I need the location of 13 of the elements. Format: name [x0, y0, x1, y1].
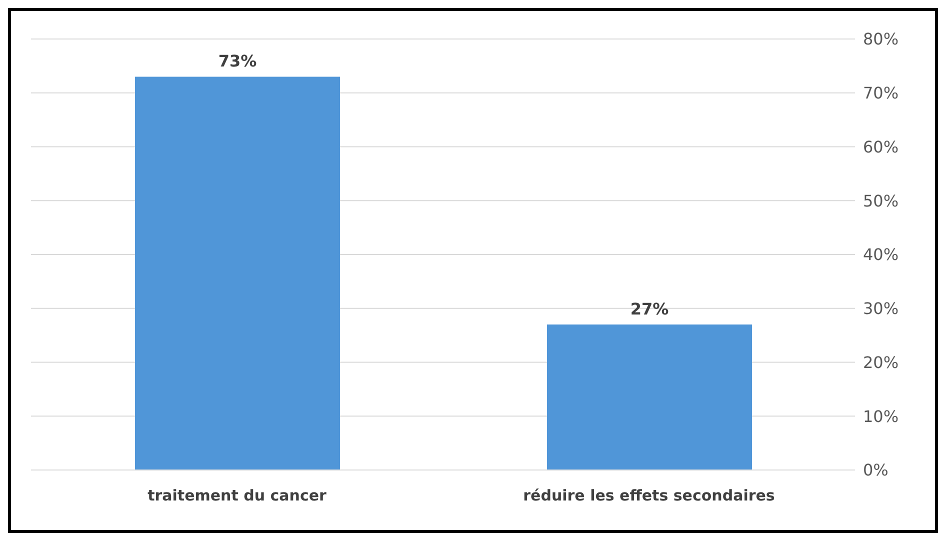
x-tick-label: réduire les effets secondaires	[523, 486, 775, 505]
y-tick-label: 30%	[863, 299, 899, 318]
data-label: 73%	[218, 52, 257, 71]
y-tick-label: 10%	[863, 406, 899, 426]
y-tick-label: 70%	[863, 84, 899, 103]
y-tick-label: 80%	[863, 30, 899, 49]
x-tick-label: traitement du cancer	[148, 486, 328, 505]
y-tick-label: 40%	[863, 245, 899, 264]
data-label: 27%	[630, 300, 669, 319]
y-tick-label: 20%	[863, 352, 899, 372]
y-tick-label: 50%	[863, 191, 899, 210]
y-tick-label: 60%	[863, 137, 899, 156]
y-tick-label: 0%	[863, 460, 888, 480]
